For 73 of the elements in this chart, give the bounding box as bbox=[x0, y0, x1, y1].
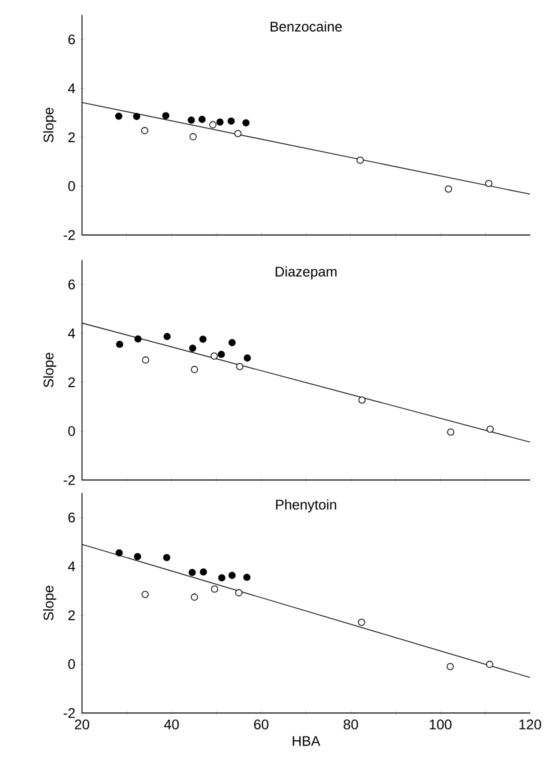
point bbox=[218, 350, 225, 358]
y-tick-label: 6 bbox=[68, 280, 75, 290]
point bbox=[142, 356, 150, 364]
point bbox=[243, 574, 250, 581]
point bbox=[189, 344, 196, 352]
point bbox=[133, 112, 140, 120]
point bbox=[188, 568, 196, 576]
y-tick-label: -2 bbox=[64, 230, 75, 240]
x-tick-label: 80 bbox=[344, 720, 358, 730]
point bbox=[164, 332, 171, 340]
point bbox=[486, 426, 494, 433]
x-tick-label: 100 bbox=[430, 720, 452, 730]
y-tick-label: 0 bbox=[68, 426, 75, 436]
y-axis-title: Slope bbox=[43, 108, 56, 142]
y-axis-title: Slope bbox=[43, 352, 56, 388]
y-tick-label: 4 bbox=[68, 328, 76, 338]
chart-title: Benzocaine bbox=[270, 21, 342, 32]
point bbox=[358, 618, 366, 626]
point bbox=[486, 660, 494, 668]
point bbox=[198, 116, 206, 123]
point bbox=[142, 590, 149, 598]
point bbox=[190, 594, 198, 601]
point bbox=[163, 554, 170, 562]
y-tick-label: 4 bbox=[68, 562, 76, 572]
point bbox=[190, 366, 198, 374]
point bbox=[485, 180, 492, 188]
point bbox=[200, 568, 207, 576]
y-tick-label: 2 bbox=[68, 132, 75, 142]
point bbox=[188, 116, 195, 124]
x-tick-label: 40 bbox=[164, 720, 179, 730]
point bbox=[218, 574, 226, 582]
point bbox=[444, 185, 452, 193]
x-tick-label: 20 bbox=[74, 720, 90, 730]
point bbox=[115, 112, 122, 120]
point bbox=[134, 552, 142, 560]
point bbox=[211, 585, 218, 593]
chart-title: Phenytoin bbox=[276, 499, 336, 512]
chart-title: Diazepam bbox=[276, 266, 336, 280]
x-tick-label: 60 bbox=[254, 720, 268, 730]
y-tick-label: 0 bbox=[68, 181, 75, 192]
point bbox=[141, 127, 148, 134]
y-tick-label: -2 bbox=[64, 475, 75, 485]
point bbox=[447, 428, 454, 436]
point bbox=[356, 156, 364, 164]
point bbox=[210, 352, 218, 360]
point bbox=[228, 118, 235, 125]
y-tick-label: 2 bbox=[68, 377, 75, 388]
point bbox=[358, 396, 366, 404]
point bbox=[244, 354, 251, 362]
point bbox=[116, 340, 124, 348]
y-tick-label: 2 bbox=[68, 610, 75, 620]
point bbox=[134, 335, 142, 343]
point bbox=[199, 336, 207, 343]
point bbox=[234, 130, 242, 138]
point bbox=[228, 572, 236, 579]
x-axis-title: HBA bbox=[292, 736, 320, 746]
point bbox=[209, 121, 216, 128]
point bbox=[242, 119, 250, 126]
y-tick-label: 6 bbox=[68, 512, 75, 522]
point bbox=[190, 133, 197, 140]
point bbox=[446, 662, 454, 670]
point bbox=[235, 589, 242, 596]
y-tick-label: -2 bbox=[64, 708, 75, 718]
point bbox=[216, 118, 224, 126]
y-axis-title: Slope bbox=[43, 586, 56, 620]
y-tick-label: 6 bbox=[68, 34, 75, 44]
y-tick-label: 4 bbox=[68, 84, 76, 94]
point bbox=[162, 112, 170, 120]
point bbox=[228, 339, 236, 346]
point bbox=[236, 362, 244, 370]
y-tick-label: 0 bbox=[68, 659, 75, 670]
point bbox=[116, 549, 123, 556]
x-tick-label: 120 bbox=[519, 720, 542, 730]
